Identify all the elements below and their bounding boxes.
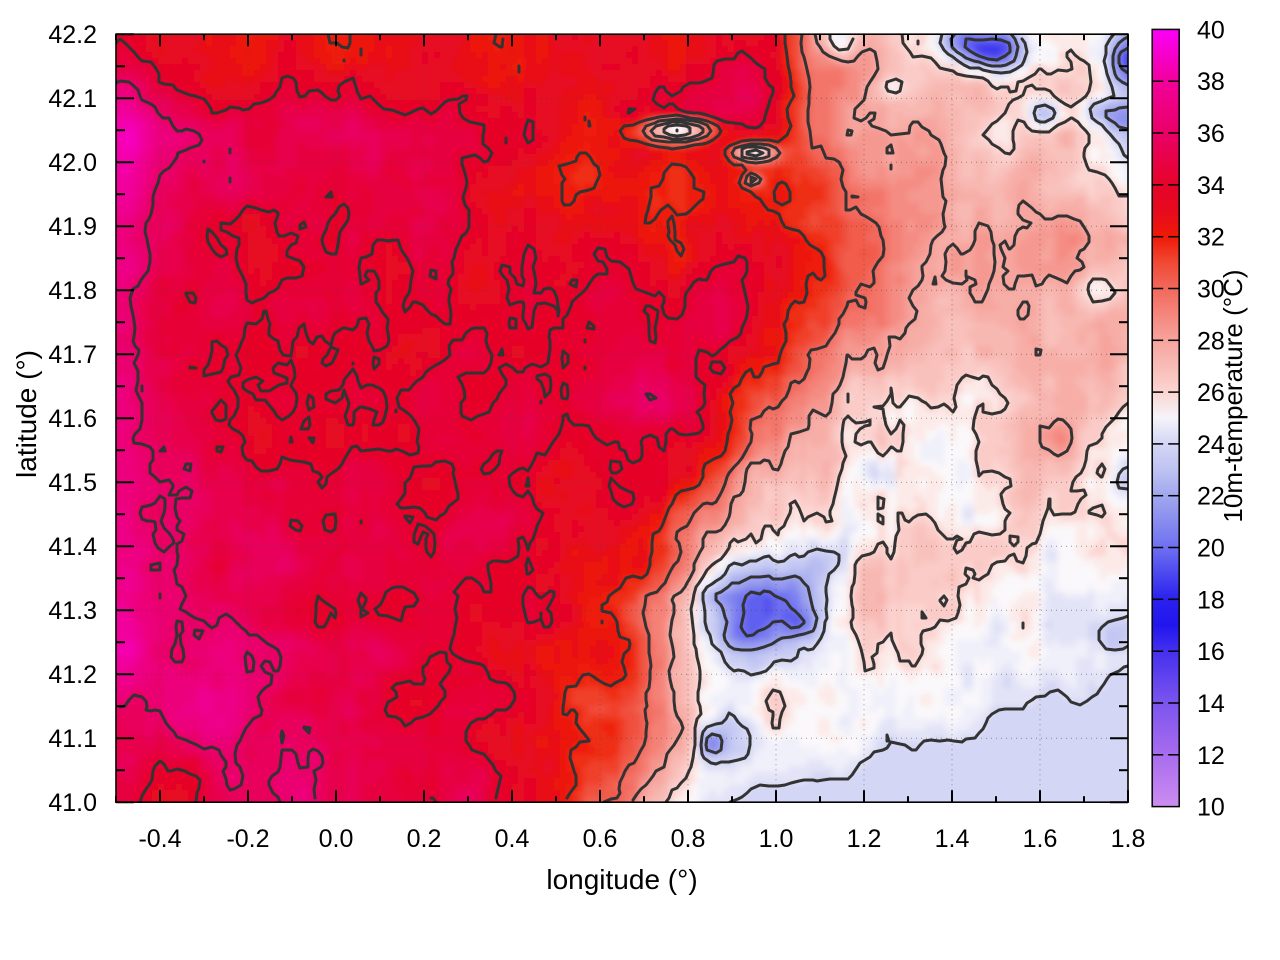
svg-text:28: 28 — [1197, 327, 1225, 355]
svg-text:41.2: 41.2 — [48, 661, 97, 689]
svg-text:1.2: 1.2 — [847, 825, 882, 853]
svg-text:41.6: 41.6 — [48, 405, 97, 433]
svg-text:41.4: 41.4 — [48, 533, 97, 561]
svg-text:20: 20 — [1197, 535, 1225, 563]
svg-text:16: 16 — [1197, 638, 1225, 666]
svg-text:0.8: 0.8 — [671, 825, 706, 853]
svg-text:-0.2: -0.2 — [226, 825, 269, 853]
svg-text:10m-temperature (°C): 10m-temperature (°C) — [1218, 269, 1248, 522]
svg-text:24: 24 — [1197, 431, 1225, 459]
svg-text:42.1: 42.1 — [48, 85, 97, 113]
svg-text:22: 22 — [1197, 483, 1225, 511]
svg-text:40: 40 — [1197, 16, 1225, 44]
svg-text:14: 14 — [1197, 690, 1225, 718]
svg-text:36: 36 — [1197, 120, 1225, 148]
svg-text:30: 30 — [1197, 276, 1225, 304]
svg-text:10: 10 — [1197, 794, 1225, 822]
svg-text:1.8: 1.8 — [1111, 825, 1146, 853]
svg-text:0.4: 0.4 — [495, 825, 530, 853]
svg-text:-0.4: -0.4 — [138, 825, 181, 853]
svg-text:41.3: 41.3 — [48, 597, 97, 625]
svg-text:26: 26 — [1197, 379, 1225, 407]
svg-text:0.0: 0.0 — [319, 825, 354, 853]
svg-text:41.9: 41.9 — [48, 213, 97, 241]
svg-text:42.2: 42.2 — [48, 21, 97, 49]
svg-text:0.6: 0.6 — [583, 825, 618, 853]
svg-text:41.8: 41.8 — [48, 277, 97, 305]
svg-text:1.6: 1.6 — [1023, 825, 1058, 853]
svg-text:1.4: 1.4 — [935, 825, 970, 853]
svg-text:0.2: 0.2 — [407, 825, 442, 853]
svg-text:42.0: 42.0 — [48, 149, 97, 177]
svg-text:32: 32 — [1197, 224, 1225, 252]
svg-text:12: 12 — [1197, 742, 1225, 770]
svg-text:18: 18 — [1197, 586, 1225, 614]
svg-text:41.0: 41.0 — [48, 789, 97, 817]
svg-text:41.5: 41.5 — [48, 469, 97, 497]
svg-text:longitude (°): longitude (°) — [546, 864, 697, 895]
svg-text:latitude (°): latitude (°) — [11, 350, 42, 478]
svg-text:38: 38 — [1197, 68, 1225, 96]
svg-text:1.0: 1.0 — [759, 825, 794, 853]
svg-text:34: 34 — [1197, 172, 1225, 200]
svg-text:41.1: 41.1 — [48, 725, 97, 753]
svg-text:41.7: 41.7 — [48, 341, 97, 369]
